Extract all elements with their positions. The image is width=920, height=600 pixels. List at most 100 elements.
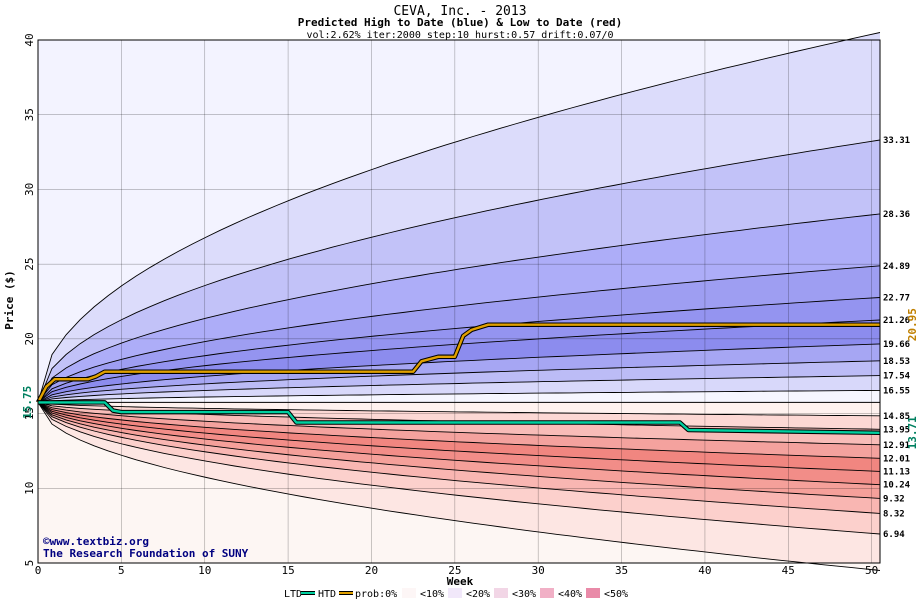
grid-lines <box>37 39 880 564</box>
band-end-label: 24.89 <box>883 262 910 272</box>
band-boundary-line <box>37 402 881 486</box>
low-band-area <box>38 402 880 534</box>
band-boundary-line <box>37 32 881 403</box>
y-axis-label: Price ($) <box>3 270 16 330</box>
band-end-label: 21.26 <box>883 316 910 326</box>
y-tick-label: 10 <box>23 482 36 495</box>
band-end-label: 22.77 <box>883 293 910 303</box>
band-boundary-line <box>37 402 881 472</box>
band-end-label: 16.55 <box>883 386 910 396</box>
band-boundary-line <box>37 402 881 571</box>
y-tick-label: 15 <box>23 407 36 420</box>
legend-ltd-label: LTD <box>284 589 302 600</box>
x-tick-label: 25 <box>448 564 461 577</box>
band-boundary-line <box>37 213 881 403</box>
band-boundary-line <box>37 402 881 499</box>
band-boundary-line <box>37 401 881 446</box>
x-tick-label: 10 <box>198 564 211 577</box>
band-end-label: 6.94 <box>883 530 905 540</box>
low-band-area <box>38 402 880 499</box>
band-boundary-line <box>37 297 881 403</box>
high-band-area <box>38 32 880 403</box>
legend-item-label: <20% <box>466 589 490 600</box>
legend-item-label: <50% <box>604 589 628 600</box>
legend-prob-label: prob:0% <box>355 589 397 600</box>
chart-subtitle: Predicted High to Date (blue) & Low to D… <box>298 16 623 29</box>
start-price-label: 15.75 <box>21 386 34 419</box>
band-boundary-line <box>37 402 881 514</box>
x-tick-label: 20 <box>365 564 378 577</box>
band-end-label: 14.85 <box>883 412 910 422</box>
probability-bands <box>38 32 880 571</box>
legend-swatch <box>586 588 600 598</box>
legend-swatch <box>494 588 508 598</box>
low-band-area <box>38 402 880 571</box>
htd-series-end-label: 20.95 <box>906 308 919 341</box>
high-band-area <box>38 213 880 403</box>
high-band-area <box>38 360 880 403</box>
band-boundary-line <box>37 389 881 403</box>
legend-item-label: <40% <box>558 589 582 600</box>
band-end-label: 12.91 <box>883 441 910 451</box>
band-end-label: 28.36 <box>883 210 910 220</box>
ltd-series-end-label: 13.71 <box>906 416 919 449</box>
band-end-label: 10.24 <box>883 481 911 491</box>
band-end-labels: 33.31 28.36 24.89 22.77 21.26 19.66 18.53 17.54… <box>883 136 919 540</box>
low-band-area <box>38 402 880 459</box>
band-boundary-line <box>37 139 881 403</box>
high-band-area <box>38 140 880 403</box>
band-end-label: 13.95 <box>883 425 910 435</box>
low-band-area <box>38 402 880 416</box>
ltd-series-line <box>38 401 881 434</box>
band-end-label: 11.13 <box>883 467 910 477</box>
legend-swatch <box>402 588 416 598</box>
high-band-area <box>38 343 880 403</box>
low-band-area <box>38 402 880 472</box>
credit-block: ©www.textbiz.org The Research Foundation… <box>43 535 249 560</box>
x-tick-label: 0 <box>35 564 42 577</box>
credit-url: ©www.textbiz.org <box>43 535 149 548</box>
band-end-label: 33.31 <box>883 136 910 146</box>
credit-org: The Research Foundation of SUNY <box>43 547 249 560</box>
band-boundary-line <box>37 265 881 403</box>
x-tick-label: 15 <box>281 564 294 577</box>
band-end-label: 12.01 <box>883 454 910 464</box>
y-tick-label: 5 <box>23 560 36 567</box>
x-tick-label: 30 <box>532 564 545 577</box>
legend-swatch <box>448 588 462 598</box>
high-band-area <box>38 320 880 403</box>
band-boundary-line <box>37 402 881 535</box>
x-axis-label: Week <box>447 575 474 588</box>
legend: LTD HTD prob:0% <10% <20% <30% <40% <50% <box>284 588 628 600</box>
band-boundary-line <box>37 401 881 417</box>
band-boundary-line <box>37 375 881 403</box>
high-band-area <box>38 265 880 403</box>
legend-item-label: <30% <box>512 589 536 600</box>
plot-frame <box>37 39 881 564</box>
low-band-area <box>38 402 880 571</box>
band-end-label: 18.53 <box>883 357 910 367</box>
y-tick-label: 40 <box>23 33 36 46</box>
y-tick-label: 30 <box>23 183 36 196</box>
legend-htd-label: HTD <box>318 589 336 600</box>
htd-series-line <box>36 323 880 403</box>
band-boundary-line <box>37 401 881 459</box>
x-tick-label: 45 <box>782 564 795 577</box>
low-band-area <box>38 402 880 485</box>
x-tick-label: 50 <box>865 564 878 577</box>
legend-item-label: <10% <box>420 589 444 600</box>
data-series <box>36 32 881 571</box>
band-end-label: 17.54 <box>883 372 911 382</box>
y-tick-label: 20 <box>23 332 36 345</box>
legend-swatch <box>540 588 554 598</box>
high-band-area <box>38 32 880 403</box>
y-tick-label: 35 <box>23 108 36 121</box>
band-end-label: 8.32 <box>883 509 905 519</box>
high-band-area <box>38 390 880 403</box>
high-band-area <box>38 375 880 403</box>
x-tick-label: 35 <box>615 564 628 577</box>
chart-params: vol:2.62% iter:2000 step:10 hurst:0.57 d… <box>306 30 613 41</box>
chart-title: CEVA, Inc. - 2013 <box>393 4 526 19</box>
